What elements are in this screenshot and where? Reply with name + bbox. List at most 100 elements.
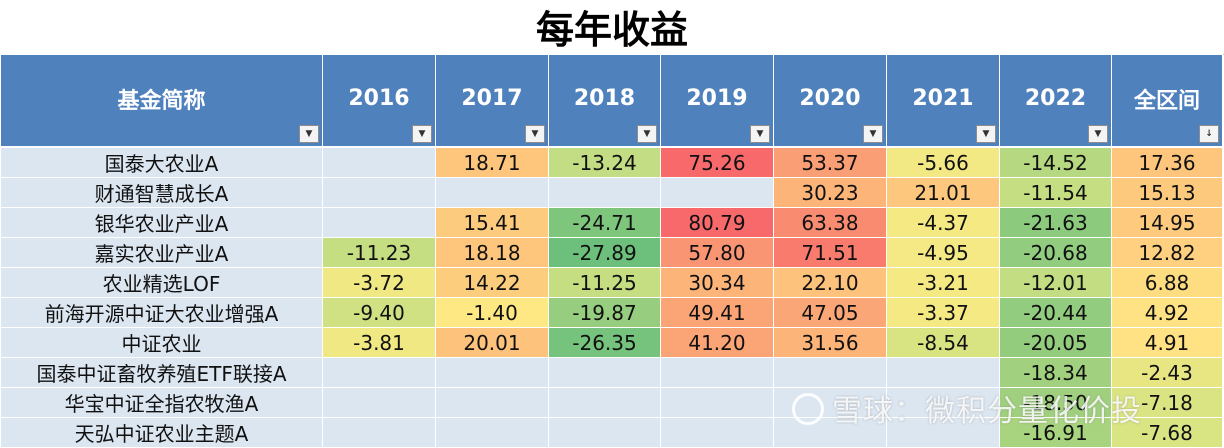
page-title: 每年收益 [0,0,1224,55]
return-cell: 63.38 [773,207,887,238]
table-row: 嘉实农业产业A -11.23 18.18 -27.89 57.80 71.51 -4.95-… [0,237,1223,268]
return-cell [886,357,1000,388]
return-cell [322,357,436,388]
return-cell [660,417,774,448]
return-cell: -3.81 [322,327,436,358]
return-cell: -3.37 [886,297,1000,328]
return-cell: -8.54 [886,327,1000,358]
table-row: 财通智慧成长A 30.23 21.01 -11.54 15.13 [0,177,1223,208]
return-cell: 15.41 [435,207,549,238]
return-cell: 80.79 [660,207,774,238]
return-cell [548,387,661,418]
return-cell: 57.80 [660,237,774,268]
return-cell [773,417,887,448]
fund-name-cell: 前海开源中证大农业增强A [0,297,323,328]
filter-dropdown-icon[interactable]: ▼ [299,125,319,143]
xueqiu-logo-icon [792,393,824,425]
fund-name-cell: 国泰大农业A [0,146,323,178]
return-cell: -20.68 [999,237,1112,268]
return-cell: 4.91 [1111,327,1223,358]
filter-dropdown-icon[interactable]: ▼ [412,125,432,143]
return-cell: -2.43 [1111,357,1223,388]
return-cell [435,417,549,448]
return-cell [322,417,436,448]
fund-name-cell: 财通智慧成长A [0,177,323,208]
return-cell [435,357,549,388]
fund-name-cell: 中证农业 [0,327,323,358]
return-cell: -4.95 [886,237,1000,268]
column-header-2021: 2021 ▼ [886,54,1000,148]
table-row: 国泰中证畜牧养殖ETF联接A -18.34 -2.43 [0,357,1223,388]
filter-dropdown-icon[interactable]: ▼ [750,125,770,143]
return-cell: 12.82 [1111,237,1223,268]
filter-dropdown-icon[interactable]: ▼ [637,125,657,143]
return-cell: -18.34 [999,357,1112,388]
return-cell: -13.24 [548,146,661,178]
column-header-2018: 2018 ▼ [548,54,661,148]
fund-name-cell: 嘉实农业产业A [0,237,323,268]
return-cell [435,387,549,418]
return-cell: 20.01 [435,327,549,358]
return-cell: -3.72 [322,267,436,298]
return-cell: 30.23 [773,177,887,208]
return-cell [322,207,436,238]
return-cell: 71.51 [773,237,887,268]
return-cell [660,177,774,208]
filter-dropdown-icon[interactable]: ▼ [525,125,545,143]
return-cell: 14.95 [1111,207,1223,238]
return-cell [548,357,661,388]
return-cell [886,417,1000,448]
column-header-2022: 2022 ▼ [999,54,1112,148]
filter-dropdown-icon[interactable]: ▼ [1088,125,1108,143]
return-cell: 4.92 [1111,297,1223,328]
return-cell: -4.37 [886,207,1000,238]
return-cell [660,357,774,388]
return-cell: -1.40 [435,297,549,328]
filter-dropdown-icon[interactable]: ▼ [863,125,883,143]
return-cell: -18.50 [999,387,1112,418]
return-cell: -14.52 [999,146,1112,178]
return-cell: -5.66 [886,146,1000,178]
return-cell: -11.25 [548,267,661,298]
fund-name-cell: 银华农业产业A [0,207,323,238]
table-row: 中证农业 -3.81 20.01 -26.35 41.20 31.56 -8.54 -20.0… [0,327,1223,358]
table-body: 国泰大农业A 18.71 -13.24 75.26 53.37 -5.66 -14.52 17… [0,146,1223,448]
return-cell: -20.05 [999,327,1112,358]
return-cell: 18.71 [435,146,549,178]
return-cell: 41.20 [660,327,774,358]
table-row: 银华农业产业A 15.41 -24.71 80.79 63.38 -4.37 -21.63 1… [0,207,1223,238]
table-row: 前海开源中证大农业增强A -9.40 -1.40 -19.87 49.41 47.05 -3… [0,297,1223,328]
return-cell [435,177,549,208]
watermark: 雪球：微积分量化价投 [792,386,1142,430]
return-cell [548,417,661,448]
fund-name-cell: 天弘中证农业主题A [0,417,323,448]
table-row: 天弘中证农业主题A -16.91 -7.68 [0,417,1223,448]
table-row: 国泰大农业A 18.71 -13.24 75.26 53.37 -5.66 -14.52 17… [0,146,1223,178]
annual-returns-table: 基金简称 ▼ 2016 ▼ 2017 ▼ 2018 ▼ 2019 ▼ 2020 ▼ 2021… [0,54,1223,448]
return-cell: 22.10 [773,267,887,298]
return-cell [322,146,436,178]
column-header-2016: 2016 ▼ [322,54,436,148]
return-cell: -12.01 [999,267,1112,298]
sort-descending-icon[interactable]: ↓ [1199,125,1219,143]
return-cell: -19.87 [548,297,661,328]
column-header-fund-name: 基金简称 ▼ [0,54,323,148]
return-cell: 14.22 [435,267,549,298]
return-cell: -26.35 [548,327,661,358]
return-cell: 53.37 [773,146,887,178]
return-cell: -7.68 [1111,417,1223,448]
return-cell: -9.40 [322,297,436,328]
return-cell: -20.44 [999,297,1112,328]
header-row: 基金简称 ▼ 2016 ▼ 2017 ▼ 2018 ▼ 2019 ▼ 2020 ▼ 2021… [0,54,1223,148]
return-cell [548,177,661,208]
return-cell: -11.23 [322,237,436,268]
return-cell: -11.54 [999,177,1112,208]
return-cell: -3.21 [886,267,1000,298]
return-cell: 49.41 [660,297,774,328]
filter-dropdown-icon[interactable]: ▼ [976,125,996,143]
return-cell: 47.05 [773,297,887,328]
return-cell: 30.34 [660,267,774,298]
return-cell: 18.18 [435,237,549,268]
return-cell: 15.13 [1111,177,1223,208]
return-cell: -7.18 [1111,387,1223,418]
